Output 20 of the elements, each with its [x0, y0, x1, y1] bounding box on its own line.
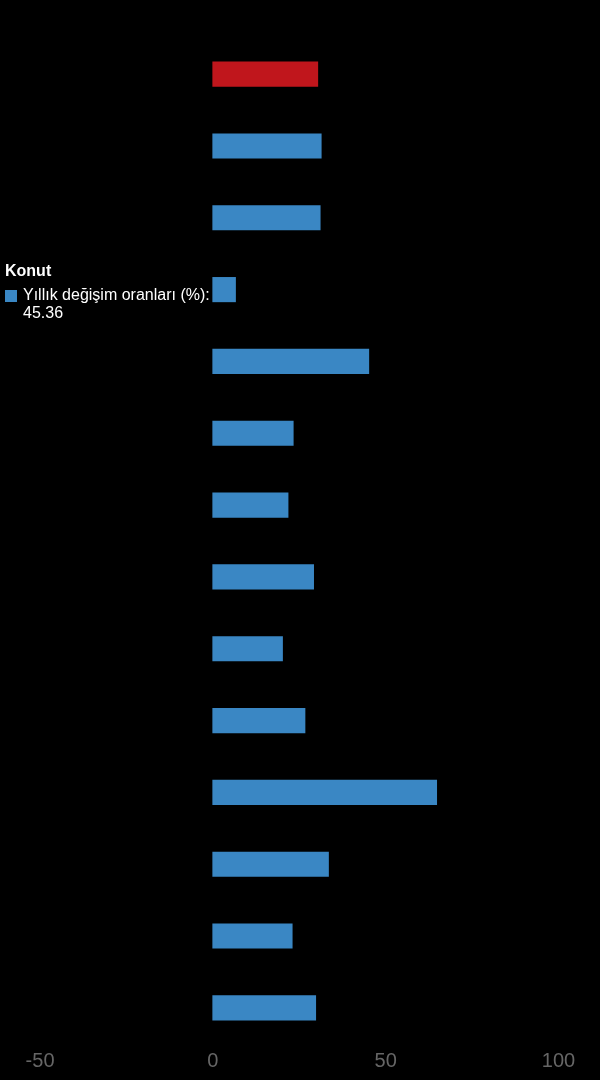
bar [212, 708, 306, 734]
bar [212, 564, 314, 590]
x-tick-label: 0 [207, 1048, 219, 1071]
annotation: Konut [5, 262, 53, 280]
bar [212, 923, 293, 949]
bar [212, 636, 283, 662]
bar [212, 420, 294, 446]
x-tick-label: 100 [541, 1048, 576, 1071]
bar [212, 277, 236, 303]
bar [212, 779, 438, 805]
bar [212, 205, 321, 231]
bar [212, 133, 322, 159]
bar [212, 851, 329, 877]
bar [212, 348, 370, 374]
bar [212, 995, 317, 1021]
x-tick-label: 50 [374, 1048, 397, 1071]
bar [212, 61, 319, 87]
annotation: Yıllık değişim oranları (%): 45.36 [23, 286, 210, 322]
bar [212, 492, 289, 518]
x-tick-label: -50 [25, 1048, 55, 1071]
